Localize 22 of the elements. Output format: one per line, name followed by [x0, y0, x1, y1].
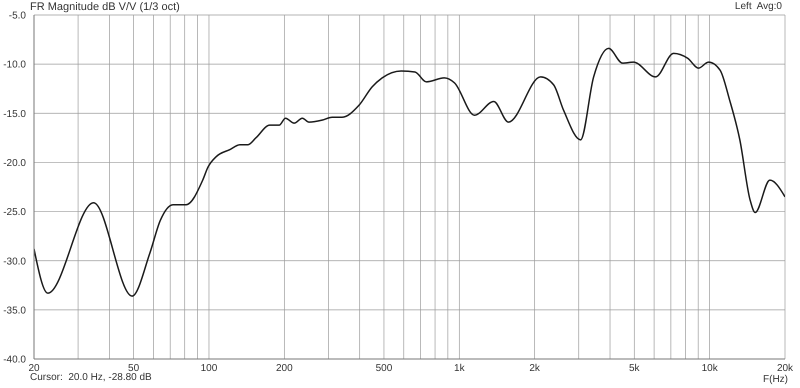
x-axis-title: F(Hz)	[763, 374, 788, 385]
y-tick-label: -35.0	[3, 305, 26, 316]
x-tick-label: 50	[128, 363, 140, 374]
y-tick-label: -40.0	[3, 354, 26, 366]
x-tick-label: 20	[28, 363, 40, 374]
text: Cursor: 20.0 Hz, -28.80 dB	[30, 372, 152, 383]
text: Left Avg:0	[734, 1, 782, 12]
x-tick-label: 200	[276, 363, 294, 374]
x-tick-label: 20k	[776, 363, 794, 374]
y-tick-label: -15.0	[3, 108, 26, 120]
y-tick-label: -20.0	[3, 158, 26, 169]
x-tick-label: 1k	[454, 363, 466, 374]
x-tick-label: 10k	[702, 363, 719, 374]
x-tick-label: 500	[376, 363, 393, 374]
chart-title: FR Magnitude dB V/V (1/3 oct)	[30, 1, 180, 13]
x-tick-label: 100	[200, 363, 218, 374]
y-tick-label: -5.0	[8, 10, 26, 22]
x-tick-label: 5k	[629, 363, 641, 374]
y-tick-label: -30.0	[3, 256, 26, 268]
y-tick-label: -10.0	[3, 60, 26, 71]
y-tick-label: -25.0	[3, 207, 26, 218]
x-tick-label: 2k	[529, 363, 541, 374]
